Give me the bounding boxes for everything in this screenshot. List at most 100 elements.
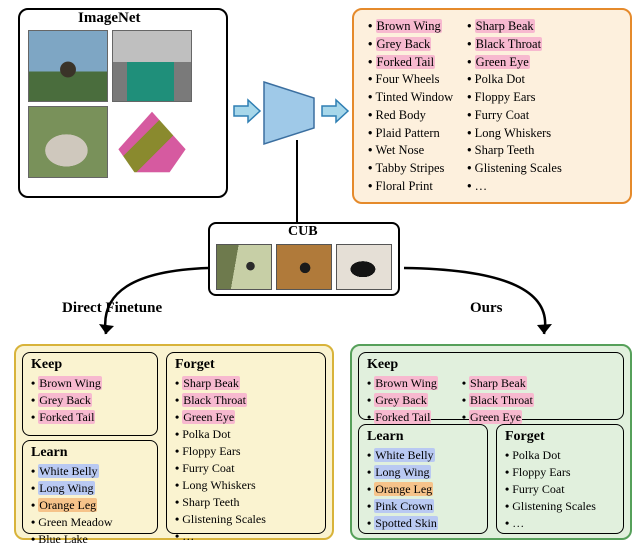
list-item: Glistening Scales [505, 498, 615, 515]
imagenet-thumb-poncho [112, 106, 192, 178]
list-item-text: Tinted Window [376, 90, 454, 104]
list-item-text: Green Eye [469, 410, 522, 424]
list-item: Black Throat [175, 392, 317, 409]
right-forget-title: Forget [505, 429, 615, 445]
list-item-text: Sharp Teeth [182, 495, 239, 509]
list-item: Long Wing [31, 480, 149, 497]
imagenet-thumb-bird [28, 30, 108, 102]
list-item: Wet Nose [368, 142, 453, 160]
list-item: Furry Coat [505, 481, 615, 498]
list-item: Long Whiskers [175, 477, 317, 494]
list-item-text: Glistening Scales [182, 512, 266, 526]
list-item-text: Forked Tail [38, 410, 95, 424]
list-item: Sharp Teeth [467, 142, 562, 160]
list-item: Blue Lake [31, 531, 149, 548]
imagenet-title: ImageNet [78, 10, 140, 27]
list-item: Polka Dot [175, 426, 317, 443]
list-item-text: Wet Nose [376, 143, 425, 157]
list-item-text: Pink Crown [374, 499, 434, 513]
left-forget-list: Sharp Beak Black Throat Green EyePolka Dot… [175, 375, 317, 545]
list-item-text: Brown Wing [38, 376, 102, 390]
list-item: Tabby Stripes [368, 160, 453, 178]
list-item: Forked Tail [31, 409, 149, 426]
list-item-text: Green Meadow [38, 515, 112, 529]
cub-row [216, 244, 392, 290]
list-item: Long Wing [367, 464, 479, 481]
model-trapezoid-icon [260, 78, 318, 148]
list-item-text: Orange Leg [374, 482, 433, 496]
cub-title: CUB [288, 224, 318, 240]
list-item-text: Black Throat [469, 393, 534, 407]
attr-pool-col-left: Brown WingGrey BackForked TailFour Wheel… [368, 18, 453, 194]
list-item: Sharp Beak [462, 375, 534, 392]
list-item: Green Meadow [31, 514, 149, 531]
left-learn-box: Learn White BellyLong WingOrange LegGree… [22, 440, 158, 534]
right-keep-title: Keep [367, 357, 615, 373]
list-item: Orange Leg [367, 481, 479, 498]
list-item: Furry Coat [175, 460, 317, 477]
list-item: Spotted Skin [367, 515, 479, 532]
list-item: Black Throat [462, 392, 534, 409]
list-item-text: White Belly [374, 448, 434, 462]
list-item-text: Sharp Teeth [475, 143, 535, 157]
list-item-text: Grey Back [38, 393, 92, 407]
left-keep-title: Keep [31, 357, 149, 373]
list-item: Long Whiskers [467, 125, 562, 143]
list-item: … [175, 528, 317, 545]
right-learn-list: White Belly Long WingOrange Leg Pink Crown… [367, 447, 479, 532]
right-keep-list-left: Brown WingGrey BackForked Tail [367, 375, 438, 426]
right-forget-box: Forget Polka Dot Floppy Ears Furry Coat Gli… [496, 424, 624, 534]
list-item-text: Forked Tail [376, 55, 436, 69]
list-item-text: Long Whiskers [475, 126, 552, 140]
list-item: Sharp Beak [175, 375, 317, 392]
list-item-text: Glistening Scales [475, 161, 562, 175]
list-item: Polka Dot [467, 71, 562, 89]
list-item-text: Furry Coat [182, 461, 234, 475]
list-item: Pink Crown [367, 498, 479, 515]
list-item: Four Wheels [368, 71, 453, 89]
list-item: Orange Leg [31, 497, 149, 514]
list-item-text: Red Body [376, 108, 426, 122]
list-item-text: Polka Dot [512, 448, 560, 462]
imagenet-thumb-truck [112, 30, 192, 102]
list-item-text: Black Throat [182, 393, 247, 407]
list-item-text: Sharp Beak [182, 376, 240, 390]
list-item: Furry Coat [467, 107, 562, 125]
list-item: Black Throat [467, 36, 562, 54]
list-item-text: Sharp Beak [469, 376, 527, 390]
list-item-text: Floral Print [376, 179, 433, 193]
list-item: Floral Print [368, 178, 453, 196]
list-item-text: Floppy Ears [512, 465, 570, 479]
list-item: White Belly [31, 463, 149, 480]
list-item: Green Eye [467, 54, 562, 72]
list-item-text: Furry Coat [475, 108, 530, 122]
list-item-text: Long Whiskers [182, 478, 255, 492]
right-forget-list: Polka Dot Floppy Ears Furry Coat Glistening… [505, 447, 615, 532]
right-keep-list-right: Sharp Beak Black Throat Green Eye [462, 375, 534, 426]
arrow-cub-to-right-icon [398, 262, 568, 352]
list-item: Plaid Pattern [368, 125, 453, 143]
list-item: Brown Wing [367, 375, 438, 392]
list-item: Green Eye [175, 409, 317, 426]
list-item-text: Grey Back [376, 37, 432, 51]
left-learn-list: White Belly Long WingOrange Leg Green Mead… [31, 463, 149, 548]
list-item: White Belly [367, 447, 479, 464]
list-item-text: Furry Coat [512, 482, 564, 496]
list-item-text: Floppy Ears [182, 444, 240, 458]
list-item: Sharp Teeth [175, 494, 317, 511]
list-item-text: Glistening Scales [512, 499, 596, 513]
list-item: Polka Dot [505, 447, 615, 464]
list-item: Forked Tail [368, 54, 453, 72]
list-item-text: Spotted Skin [374, 516, 438, 530]
list-item-text: White Belly [38, 464, 98, 478]
list-item-text: Brown Wing [374, 376, 438, 390]
list-item-text: Orange Leg [38, 498, 97, 512]
list-item: Floppy Ears [467, 89, 562, 107]
list-item-text: Plaid Pattern [376, 126, 440, 140]
list-item: Grey Back [367, 392, 438, 409]
list-item-text: Sharp Beak [475, 19, 535, 33]
list-item-text: Grey Back [374, 393, 428, 407]
connector-model-to-cub [296, 140, 298, 222]
left-keep-list: Brown Wing Grey Back Forked Tail [31, 375, 149, 426]
list-item-text: … [512, 516, 524, 530]
